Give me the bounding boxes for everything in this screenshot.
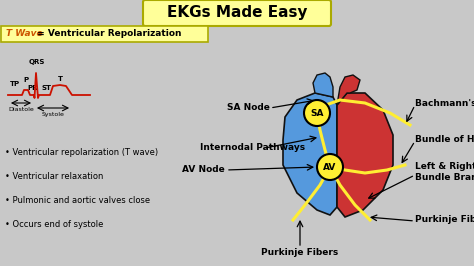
Text: QRS: QRS bbox=[29, 59, 45, 65]
Text: Internodal Pathways: Internodal Pathways bbox=[200, 143, 305, 152]
Circle shape bbox=[304, 100, 330, 126]
Text: EKGs Made Easy: EKGs Made Easy bbox=[167, 6, 307, 20]
Text: Purkinje Fibers: Purkinje Fibers bbox=[415, 215, 474, 225]
Polygon shape bbox=[313, 73, 333, 97]
Text: TP: TP bbox=[10, 81, 20, 87]
Polygon shape bbox=[283, 93, 337, 215]
Text: • Ventricular relaxation: • Ventricular relaxation bbox=[5, 172, 103, 181]
Polygon shape bbox=[337, 75, 360, 105]
Text: • Ventricular repolarization (T wave): • Ventricular repolarization (T wave) bbox=[5, 148, 158, 157]
Text: P: P bbox=[23, 77, 28, 83]
Text: ST: ST bbox=[42, 85, 52, 91]
Text: AV Node: AV Node bbox=[182, 165, 225, 174]
Text: • Pulmonic and aortic valves close: • Pulmonic and aortic valves close bbox=[5, 196, 150, 205]
Text: Left & Right
Bundle Branches: Left & Right Bundle Branches bbox=[415, 162, 474, 182]
Text: SA: SA bbox=[310, 109, 324, 118]
FancyBboxPatch shape bbox=[143, 0, 331, 26]
FancyBboxPatch shape bbox=[1, 26, 208, 42]
Text: T: T bbox=[57, 76, 63, 82]
Text: Purkinje Fibers: Purkinje Fibers bbox=[261, 248, 338, 257]
Text: SA Node: SA Node bbox=[227, 103, 270, 113]
Text: Diastole: Diastole bbox=[8, 107, 34, 112]
Text: Bundle of His: Bundle of His bbox=[415, 135, 474, 144]
Text: PR: PR bbox=[28, 85, 38, 91]
Text: T Wave: T Wave bbox=[6, 30, 43, 39]
Circle shape bbox=[317, 154, 343, 180]
Polygon shape bbox=[337, 93, 393, 217]
Text: = Ventricular Repolarization: = Ventricular Repolarization bbox=[34, 30, 182, 39]
Text: Bachmann's Bundle: Bachmann's Bundle bbox=[415, 98, 474, 107]
Text: AV: AV bbox=[323, 163, 337, 172]
Text: • Occurs end of systole: • Occurs end of systole bbox=[5, 220, 103, 229]
Text: Systole: Systole bbox=[42, 112, 64, 117]
